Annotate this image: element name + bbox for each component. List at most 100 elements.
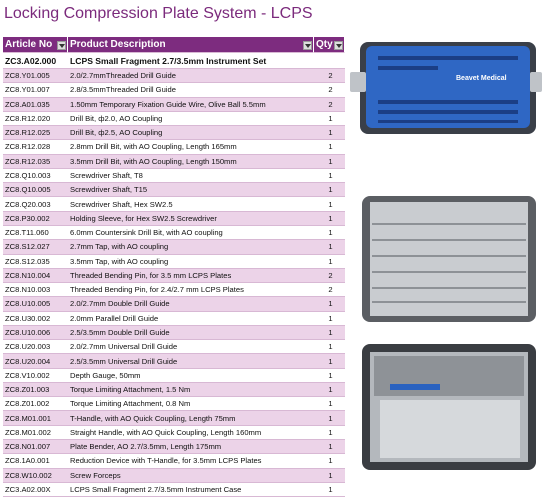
tray-photo-2	[362, 344, 536, 470]
article-number: ZC8.T11.060	[3, 225, 68, 241]
quantity: 1	[314, 482, 345, 498]
article-number: ZC8.Q10.003	[3, 168, 68, 184]
quantity: 1	[314, 354, 345, 369]
quantity: 1	[314, 440, 345, 455]
article-number: ZC8.U30.002	[3, 311, 68, 326]
quantity: 1	[314, 211, 345, 226]
product-description: Threaded Bending Pin, for 3.5 mm LCPS Pl…	[68, 268, 314, 284]
product-description: Drill Bit, ф2.5, AO Coupling	[68, 126, 314, 141]
quantity: 1	[314, 240, 345, 255]
filter-button[interactable]	[334, 41, 343, 50]
product-description: Screwdriver Shaft, T8	[68, 168, 314, 184]
product-description: Drill Bit, ф2.0, AO Coupling	[68, 111, 314, 127]
product-description: Threaded Bending Pin, for 2.4/2.7 mm LCP…	[68, 283, 314, 298]
product-description: 3.5mm Drill Bit, with AO Coupling, Lengt…	[68, 154, 314, 169]
product-description: 1.50mm Temporary Fixation Guide Wire, Ol…	[68, 97, 314, 112]
article-number: ZC8.R12.025	[3, 126, 68, 141]
quantity: 1	[314, 168, 345, 184]
case-label: Beavet Medical	[456, 75, 507, 82]
product-description: 2.5/3.5mm Universal Drill Guide	[68, 354, 314, 369]
article-number: ZC8.U10.006	[3, 325, 68, 341]
product-description: Screwdriver Shaft, Hex SW2.5	[68, 197, 314, 212]
article-number: ZC8.Q20.003	[3, 197, 68, 212]
product-description: 2.7mm Tap, with AO coupling	[68, 240, 314, 255]
quantity: 1	[314, 111, 345, 127]
product-description: Straight Handle, with AO Quick Coupling,…	[68, 425, 314, 441]
article-number: ZC8.1A0.001	[3, 454, 68, 469]
article-number: ZC8.R12.028	[3, 140, 68, 155]
quantity: 1	[314, 154, 345, 169]
article-number: ZC8.S12.027	[3, 240, 68, 255]
product-description: Torque Limiting Attachment, 1.5 Nm	[68, 382, 314, 398]
article-number: ZC8.Q10.005	[3, 183, 68, 198]
article-number: ZC8.A01.035	[3, 97, 68, 112]
quantity: 1	[314, 297, 345, 312]
product-description: 2.0/2.7mm Universal Drill Guide	[68, 340, 314, 355]
column-header: Product Description	[68, 37, 314, 53]
article-number: ZC8.U20.003	[3, 340, 68, 355]
product-description: Depth Gauge, 50mm	[68, 368, 314, 383]
product-description: Torque Limiting Attachment, 0.8 Nm	[68, 397, 314, 412]
quantity: 1	[314, 382, 345, 398]
tray-photo-1	[362, 196, 536, 322]
quantity: 1	[314, 197, 345, 212]
product-description: Screw Forceps	[68, 468, 314, 483]
article-number: ZC8.R12.035	[3, 154, 68, 169]
product-description: 6.0mm Countersink Drill Bit, with AO cou…	[68, 225, 314, 241]
article-number: ZC8.Y01.007	[3, 83, 68, 98]
quantity: 1	[314, 468, 345, 483]
article-number: ZC8.N10.004	[3, 268, 68, 284]
quantity: 1	[314, 311, 345, 326]
product-description: Holding Sleeve, for Hex SW2.5 Screwdrive…	[68, 211, 314, 226]
page-title: Locking Compression Plate System - LCPS	[4, 5, 313, 22]
article-number: ZC3.A02.000	[3, 53, 68, 69]
product-description: 2.8mm Drill Bit, with AO Coupling, Lengt…	[68, 140, 314, 155]
product-description: 2.8/3.5mmThreaded Drill Guide	[68, 83, 314, 98]
article-number: ZC8.M01.001	[3, 411, 68, 426]
article-number: ZC8.Z01.003	[3, 382, 68, 398]
quantity: 1	[314, 397, 345, 412]
quantity: 2	[314, 83, 345, 98]
article-number: ZC8.P30.002	[3, 211, 68, 226]
quantity: 1	[314, 340, 345, 355]
article-number: ZC8.W10.002	[3, 468, 68, 483]
quantity: 2	[314, 97, 345, 112]
product-description: LCPS Small Fragment 2.7/3.5mm Instrument…	[68, 53, 314, 69]
quantity: 2	[314, 283, 345, 298]
filter-button[interactable]	[57, 41, 66, 50]
article-number: ZC8.N01.007	[3, 440, 68, 455]
quantity: 2	[314, 69, 345, 84]
article-number: ZC8.Y01.005	[3, 69, 68, 84]
product-description: 2.5/3.5mm Double Drill Guide	[68, 325, 314, 341]
quantity: 1	[314, 126, 345, 141]
article-number: ZC8.V10.002	[3, 368, 68, 383]
quantity: 1	[314, 425, 345, 441]
article-number: ZC8.S12.035	[3, 254, 68, 269]
product-description: T-Handle, with AO Quick Coupling, Length…	[68, 411, 314, 426]
empty-cell	[314, 53, 345, 69]
quantity: 1	[314, 183, 345, 198]
article-number: ZC8.U20.004	[3, 354, 68, 369]
product-description: 2.0mm Parallel Drill Guide	[68, 311, 314, 326]
product-description: Screwdriver Shaft, T15	[68, 183, 314, 198]
article-number: ZC8.M01.002	[3, 425, 68, 441]
case-photo: Beavet Medical	[350, 42, 542, 134]
filter-button[interactable]	[303, 41, 312, 50]
quantity: 1	[314, 411, 345, 426]
quantity: 2	[314, 268, 345, 284]
quantity: 1	[314, 368, 345, 383]
article-number: ZC8.R12.020	[3, 111, 68, 127]
product-description: LCPS Small Fragment 2.7/3.5mm Instrument…	[68, 482, 314, 498]
product-description: Reduction Device with T-Handle, for 3.5m…	[68, 454, 314, 469]
article-number: ZC3.A02.00X	[3, 482, 68, 498]
product-description: 3.5mm Tap, with AO coupling	[68, 254, 314, 269]
quantity: 1	[314, 454, 345, 469]
product-description: Plate Bender, AO 2.7/3.5mm, Length 175mm	[68, 440, 314, 455]
product-description: 2.0/2.7mmThreaded Drill Guide	[68, 69, 314, 84]
quantity: 1	[314, 140, 345, 155]
product-description: 2.0/2.7mm Double Drill Guide	[68, 297, 314, 312]
quantity: 1	[314, 325, 345, 341]
article-number: ZC8.U10.005	[3, 297, 68, 312]
column-header: Article No	[3, 37, 68, 53]
